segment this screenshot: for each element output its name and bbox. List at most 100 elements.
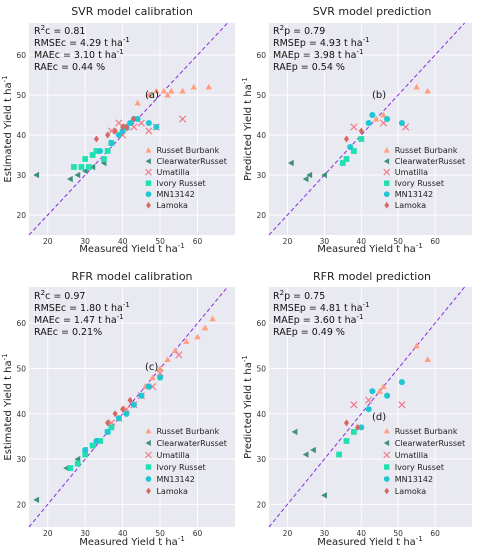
panel-c-point-ivory-russet	[74, 460, 81, 467]
panel-c-ytick-label: 60	[16, 319, 26, 328]
panel-b-xtick-label: 30	[320, 237, 330, 246]
panel-b-point-mn13142	[384, 115, 391, 123]
panel-b-point-ivory-russet	[343, 156, 350, 162]
panel-c-point-lamoka	[120, 405, 126, 413]
panel-a-legend-marker-umatilla	[145, 168, 152, 176]
panel-d-xlabel: Measured Yield t ha-1	[317, 535, 423, 548]
panel-c-legend-marker-ivory-russet	[145, 464, 152, 470]
panel-b-point-mn13142	[369, 111, 376, 119]
panel-c-legend-marker-umatilla	[145, 451, 152, 459]
panel-a-xtick-label: 60	[193, 237, 203, 246]
panel-d-point-umatilla	[350, 401, 358, 409]
panel-a-xtick-label: 40	[118, 237, 128, 246]
panel-a-ytick-label: 50	[16, 91, 26, 100]
panel-a-point-lamoka	[93, 135, 99, 143]
panel-d-legend-label-russet-burbank: Russet Burbank	[395, 427, 458, 436]
panel-c-legend-label-mn13142: MN13142	[156, 475, 194, 484]
panel-c-point-clearwaterrusset	[74, 455, 81, 463]
panel-b-stat-line: MAEp = 3.98 t ha-1	[273, 48, 363, 61]
panel-a-point-ivory-russet	[89, 152, 96, 158]
panel-b-legend-label-lamoka: Lamoka	[395, 201, 427, 210]
panel-b-ylabel: Predicted Yield t ha-1	[241, 77, 254, 181]
panel-c-xtick-label: 60	[193, 529, 203, 538]
panel-c-point-ivory-russet	[97, 438, 104, 444]
panel-b-one-to-one-line	[268, 22, 465, 236]
panel-a-legend-marker-clearwaterrusset	[145, 158, 151, 165]
panel-b-point-clearwaterrusset	[302, 175, 309, 183]
panel-b-point-mn13142	[365, 119, 372, 127]
panel-b-ytick-label: 50	[256, 91, 266, 100]
panel-d-point-lamoka	[355, 423, 361, 431]
panel-c-point-russet-burbank	[164, 356, 171, 363]
panel-a-stat-line: RMSEc = 4.29 t ha-1	[34, 36, 130, 49]
panel-a-stat-line: R2c = 0.81	[34, 24, 85, 37]
panel-c-xlabel: Measured Yield t ha-1	[79, 535, 185, 548]
panel-d-point-mn13142	[398, 379, 405, 386]
panel-a-point-mn13142	[134, 115, 141, 123]
panel-c-legend-marker-russet-burbank	[145, 428, 152, 434]
panel-c-point-mn13142	[104, 428, 111, 435]
panel-c-xtick-label: 40	[118, 529, 128, 538]
panel-d-legend-label-mn13142: MN13142	[395, 475, 433, 484]
panel-c-xtick-label: 30	[80, 529, 90, 538]
panel-b-xtick-label: 20	[283, 237, 293, 246]
panel-a-point-ivory-russet	[82, 156, 89, 162]
panel-a-ylabel: Estimated Yield t ha-1	[1, 75, 14, 182]
panel-b-point-russet-burbank	[372, 115, 380, 122]
panel-d-legend-marker-umatilla	[383, 451, 391, 459]
panel-d-legend-label-clearwaterrusset: ClearwaterRusset	[395, 439, 465, 448]
panel-b-legend-label-umatilla: Umatilla	[395, 168, 428, 177]
panel-b-point-mn13142	[398, 119, 405, 127]
panel-a-xlabel: Measured Yield t ha-1	[79, 242, 185, 255]
panel-c-title: RFR model calibration	[71, 270, 192, 283]
panel-b-point-ivory-russet	[339, 160, 346, 166]
panel-d-ytick-label: 30	[256, 455, 266, 464]
panel-c-stat-line: R2c = 0.97	[34, 289, 85, 302]
panel-b-xlabel: Measured Yield t ha-1	[317, 242, 423, 255]
panel-c-stat-line: RAEc = 0.21%	[34, 327, 102, 338]
panel-a-ytick-label: 40	[16, 131, 26, 140]
panel-a-point-ivory-russet	[104, 148, 111, 154]
panel-a-legend-marker-mn13142	[145, 191, 152, 198]
panel-d-point-umatilla	[365, 396, 373, 404]
panel-a-legend-label-clearwaterrusset: ClearwaterRusset	[156, 157, 226, 166]
panel-a-legend-label-umatilla: Umatilla	[156, 168, 189, 177]
panel-b-point-ivory-russet	[358, 136, 365, 142]
panel-b-point-ivory-russet	[351, 148, 357, 154]
panel-a-point-russet-burbank	[190, 83, 197, 90]
panel-a-point-mn13142	[119, 127, 126, 135]
panel-a-xtick-label: 30	[80, 237, 90, 246]
panel-b-point-clearwaterrusset	[321, 171, 327, 179]
panel-b-xtick-label: 60	[430, 237, 440, 246]
panel-a-stat-line: RAEc = 0.44 %	[34, 62, 105, 73]
panel-d-legend-label-lamoka: Lamoka	[395, 487, 427, 496]
panel-a-letter: (a)	[145, 90, 159, 101]
panel-c-point-russet-burbank	[171, 347, 179, 353]
panel-c-point-russet-burbank	[156, 365, 164, 372]
panel-c-point-umatilla	[122, 405, 131, 413]
panel-b-ytick-label: 30	[256, 171, 266, 180]
panel-d-point-clearwaterrusset	[302, 451, 309, 458]
panel-c-point-russet-burbank	[194, 333, 201, 340]
panel-a-legend-marker-russet-burbank	[145, 147, 152, 153]
panel-a-point-russet-burbank	[179, 87, 186, 94]
panel-d-point-mn13142	[384, 392, 391, 399]
panel-a-point-ivory-russet	[78, 164, 85, 170]
panel-a-legend-label-lamoka: Lamoka	[156, 201, 188, 210]
panel-d-legend-marker-clearwaterrusset	[383, 440, 390, 446]
panel-a-point-russet-burbank	[168, 87, 175, 94]
panel-a-xtick-label: 50	[155, 237, 165, 246]
panel-b-ytick-label: 20	[256, 211, 266, 220]
panel-d-title: RFR model prediction	[313, 270, 431, 283]
panel-a-legend-label-ivory-russet: Ivory Russet	[156, 179, 205, 188]
panel-d-point-clearwaterrusset	[321, 492, 327, 499]
panel-a-point-clearwaterrusset	[33, 171, 40, 179]
panel-a-point-russet-burbank	[160, 87, 168, 94]
panel-d-point-mn13142	[369, 388, 376, 395]
panel-c-point-clearwaterrusset	[33, 496, 40, 504]
panel-c-point-mn13142	[145, 383, 152, 390]
panel-c-point-umatilla	[156, 369, 164, 377]
panel-d-ytick-label: 50	[256, 365, 266, 374]
panel-d-ylabel: Predicted Yield t ha-1	[241, 355, 254, 459]
panel-c-legend-marker-lamoka	[146, 487, 151, 495]
